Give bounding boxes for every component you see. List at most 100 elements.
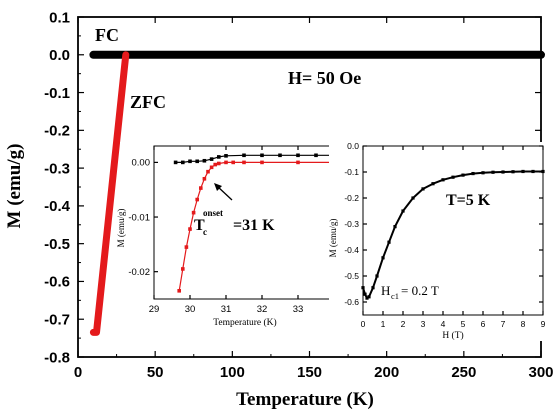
tc-annotation: T c onset =31 K — [194, 208, 275, 237]
data-point — [375, 274, 379, 278]
y-tick-label: -0.3 — [44, 160, 70, 177]
y-tick-label: -0.2 — [44, 123, 70, 140]
data-point — [531, 169, 535, 174]
y-tick-label: -0.02 — [128, 267, 150, 278]
data-point — [242, 160, 246, 165]
data-point — [451, 175, 455, 179]
x-tick-label: 32 — [257, 304, 268, 315]
main-series-layer — [89, 50, 545, 336]
data-point — [181, 160, 185, 165]
hc1-annotation-symbol: H — [381, 283, 390, 298]
y-tick-label: -0.7 — [44, 311, 70, 328]
data-point — [481, 171, 485, 175]
y-tick-label: -0.5 — [344, 271, 359, 281]
data-point — [217, 161, 221, 166]
inset-mh-background — [329, 142, 549, 341]
data-point — [202, 176, 207, 181]
x-tick-label: 2 — [401, 319, 406, 329]
data-point — [363, 292, 367, 296]
hc1-annotation-value: = 0.2 T — [401, 283, 439, 298]
data-point — [202, 158, 207, 163]
x-tick-label: 6 — [481, 319, 486, 329]
data-point — [278, 153, 282, 158]
main-y-axis-title: M (emu/g) — [4, 144, 25, 229]
main-chart: 0 50 100 150 200 250 3000.10.0-0.1-0.2-0.3-0.4… — [4, 9, 554, 410]
inset-tc-chart: 2930313233340.00-0.01-0.02 Temperature (… — [116, 142, 340, 328]
data-point — [393, 225, 397, 229]
data-point — [224, 154, 228, 158]
x-tick-label: 29 — [149, 304, 160, 315]
y-tick-label: -0.4 — [344, 245, 359, 255]
inset-tc-x-axis-title: Temperature (K) — [213, 317, 276, 328]
x-tick-label: 50 — [147, 364, 164, 381]
y-tick-label: 0.0 — [49, 47, 70, 64]
field-annotation: H= 50 Oe — [288, 68, 361, 88]
inset-mh-chart: 0 1 2 3 4 5 6 7 8 9 0.0 -0.1 -0.2 -0.3 -0.4 -0.5 -0.6 H … — [328, 141, 549, 341]
data-point — [260, 160, 264, 165]
data-point — [173, 160, 178, 165]
tc-annotation-value: =31 K — [233, 217, 275, 234]
data-point — [296, 160, 300, 165]
y-tick-label: -0.4 — [44, 198, 71, 215]
x-tick-label: 8 — [521, 319, 526, 329]
data-point — [461, 173, 465, 177]
data-point — [217, 155, 221, 159]
data-point — [511, 170, 515, 174]
x-tick-label: 30 — [185, 304, 196, 315]
data-point — [188, 227, 192, 231]
y-tick-label: -0.6 — [344, 297, 359, 307]
data-point — [296, 153, 300, 158]
data-point — [314, 153, 318, 158]
tc-arrow-head — [214, 183, 222, 191]
x-tick-label: 5 — [461, 319, 466, 329]
y-tick-label: -0.2 — [344, 193, 359, 203]
data-point — [260, 153, 264, 158]
x-tick-label: 31 — [221, 304, 232, 315]
data-point — [381, 256, 385, 260]
data-point — [367, 295, 371, 299]
data-point — [491, 170, 495, 174]
x-tick-label: 0 — [361, 319, 366, 329]
data-point — [181, 267, 185, 271]
series-line-zfc — [89, 51, 130, 336]
inset-mh-plot-frame — [362, 145, 544, 316]
data-point — [521, 169, 525, 174]
data-point — [441, 178, 445, 182]
inset-tc-background — [120, 142, 340, 325]
y-tick-label: 0.1 — [49, 9, 70, 26]
main-x-axis-title: Temperature (K) — [236, 389, 374, 410]
data-point — [365, 296, 369, 300]
x-tick-label: 33 — [293, 304, 304, 315]
data-point — [242, 153, 246, 158]
x-tick-label: 300 — [528, 364, 553, 381]
data-point — [209, 157, 214, 161]
data-point — [401, 209, 405, 213]
hc1-annotation-subscript: c1 — [391, 291, 399, 301]
y-tick-label: -0.5 — [44, 236, 70, 253]
inset-mh-x-axis-title: H (T) — [442, 330, 463, 341]
data-point — [501, 170, 505, 174]
series-line-zfc — [178, 161, 334, 291]
y-tick-label: 0.00 — [132, 158, 151, 169]
tc-annotation-symbol: T — [194, 217, 205, 234]
data-point — [224, 160, 228, 165]
y-tick-label: 0.0 — [347, 141, 359, 151]
y-tick-label: -0.8 — [44, 349, 70, 366]
tc-annotation-superscript: onset — [203, 208, 223, 218]
fc-series-label: FC — [95, 25, 119, 45]
x-tick-label: 250 — [451, 364, 476, 381]
data-point — [195, 197, 199, 202]
x-tick-label: 4 — [441, 319, 446, 329]
hc1-annotation: H c1 = 0.2 T — [381, 283, 439, 301]
y-tick-label: -0.6 — [44, 274, 70, 291]
x-tick-label: 100 — [220, 364, 245, 381]
data-point — [209, 165, 214, 170]
x-tick-label: 7 — [501, 319, 506, 329]
main-ticks-layer: 0 50 100 150 200 250 3000.10.0-0.1-0.2-0.3-0.4… — [44, 9, 553, 381]
data-point — [431, 182, 435, 186]
inset-mh-y-axis-title: M (emu/g) — [328, 219, 338, 258]
x-tick-label: 9 — [541, 319, 546, 329]
y-tick-label: -0.3 — [344, 219, 359, 229]
data-point — [191, 210, 196, 215]
